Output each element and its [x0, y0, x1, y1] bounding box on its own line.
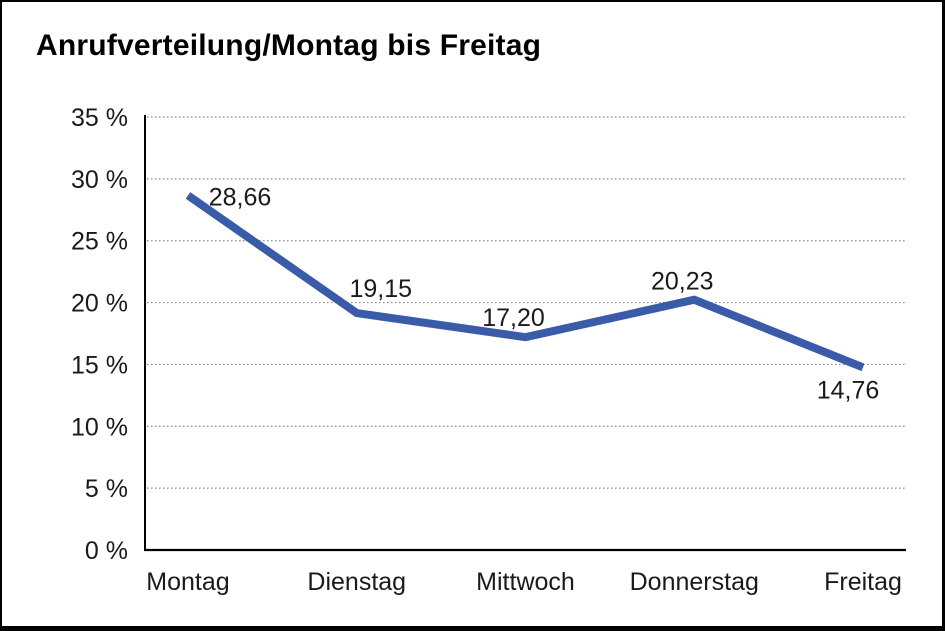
y-axis-tick-label: 25 %: [71, 228, 128, 256]
y-axis-tick-label: 10 %: [71, 413, 128, 441]
data-point-label: 20,23: [651, 268, 714, 296]
y-axis-tick-label: 5 %: [85, 475, 128, 503]
x-axis-category-label: Montag: [146, 568, 229, 596]
x-axis-category-label: Dienstag: [307, 568, 406, 596]
x-axis-category-label: Freitag: [824, 568, 902, 596]
y-axis-tick-label: 0 %: [85, 537, 128, 565]
data-series-line: [185, 192, 865, 372]
y-axis-tick-label: 20 %: [71, 290, 128, 318]
data-point-label: 28,66: [209, 183, 272, 211]
x-axis-category-label: Donnerstag: [630, 568, 759, 596]
data-point-label: 19,15: [349, 275, 412, 303]
y-axis-tick-label: 30 %: [71, 166, 128, 194]
data-point-label: 17,20: [482, 304, 545, 332]
y-axis-tick-label: 35 %: [71, 104, 128, 132]
chart-title: Anrufverteilung/Montag bis Freitag: [36, 29, 542, 62]
data-point-label: 14,76: [817, 376, 880, 404]
y-axis-tick-label: 15 %: [71, 351, 128, 379]
x-axis-category-label: Mittwoch: [476, 568, 575, 596]
